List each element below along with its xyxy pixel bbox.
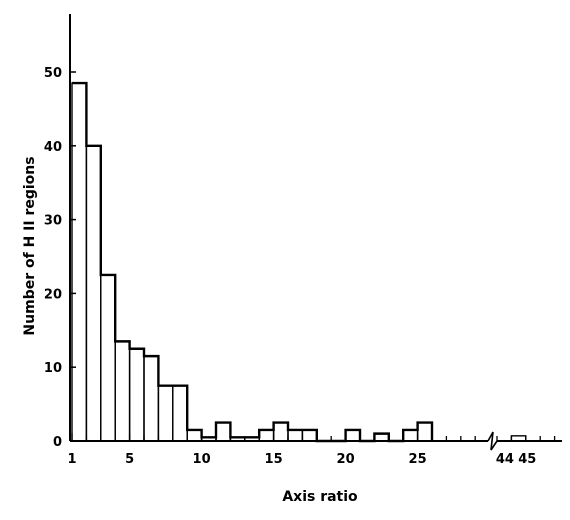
- histogram-bar: [157, 384, 174, 442]
- y-axis-title: Number of H II regions: [22, 156, 38, 335]
- tick-marks: [70, 71, 556, 441]
- histogram-bar: [402, 429, 419, 442]
- histogram-outline: [72, 81, 434, 443]
- axis-break-mark: [487, 431, 498, 451]
- y-tick-label: 50: [44, 66, 62, 81]
- x-tick-label: 1: [67, 452, 76, 467]
- y-tick-label: 20: [44, 287, 62, 302]
- histogram-bar: [186, 429, 203, 442]
- x-tick-label: 15: [265, 452, 283, 467]
- y-tick-label: 40: [44, 140, 62, 155]
- histogram-bar: [143, 355, 160, 442]
- histogram-bar: [200, 436, 217, 442]
- x-tick-label: 5: [125, 452, 134, 467]
- histogram-bar: [301, 429, 318, 442]
- histogram-bar: [416, 421, 433, 442]
- x-axis-title: Axis ratio: [282, 489, 358, 505]
- histogram-bar: [229, 436, 246, 442]
- histogram-bar: [287, 429, 304, 442]
- histogram-bar: [71, 82, 88, 442]
- x-tick-label: 45: [518, 452, 536, 467]
- histogram-bars: [71, 81, 527, 443]
- histogram-bar: [258, 429, 275, 442]
- x-tick-label: 20: [337, 452, 355, 467]
- x-tick-label: 44: [496, 452, 514, 467]
- y-tick-label: 0: [53, 435, 62, 450]
- x-tick-label: 10: [193, 452, 211, 467]
- histogram-bar: [215, 421, 232, 442]
- histogram-bar: [244, 436, 260, 442]
- x-tick-label: 25: [409, 452, 427, 467]
- histogram-bar: [114, 340, 131, 442]
- histogram-bar: [272, 421, 289, 442]
- histogram-bar: [172, 384, 188, 442]
- y-tick-label: 10: [44, 361, 62, 376]
- histogram-bar: [100, 274, 116, 442]
- histogram-bar: [344, 429, 361, 442]
- histogram-bar: [128, 348, 145, 442]
- y-tick-label: 30: [44, 214, 62, 229]
- histogram-bar: [85, 145, 102, 442]
